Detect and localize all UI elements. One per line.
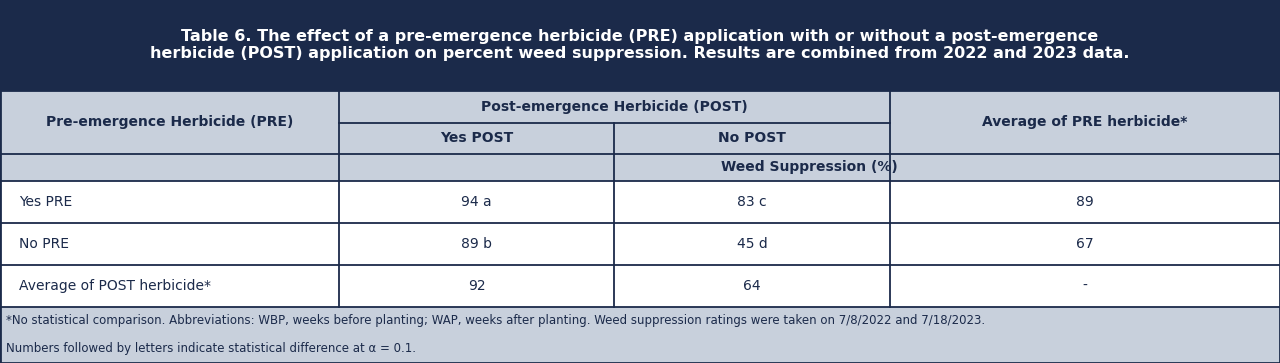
Bar xyxy=(339,90,890,123)
Text: 67: 67 xyxy=(1076,237,1093,251)
Bar xyxy=(0,181,1280,223)
Bar xyxy=(0,0,1280,90)
Text: 92: 92 xyxy=(468,279,485,293)
Text: 94 a: 94 a xyxy=(462,195,492,209)
Text: 89 b: 89 b xyxy=(461,237,493,251)
Bar xyxy=(0,265,1280,307)
Text: 45 d: 45 d xyxy=(736,237,768,251)
Text: Numbers followed by letters indicate statistical difference at α = 0.1.: Numbers followed by letters indicate sta… xyxy=(6,342,416,355)
Bar xyxy=(0,154,339,181)
Text: No PRE: No PRE xyxy=(19,237,69,251)
Bar xyxy=(0,90,339,154)
Text: 64: 64 xyxy=(744,279,760,293)
Text: *No statistical comparison. Abbreviations: WBP, weeks before planting; WAP, week: *No statistical comparison. Abbreviation… xyxy=(6,314,986,327)
Text: Pre-emergence Herbicide (PRE): Pre-emergence Herbicide (PRE) xyxy=(46,115,293,129)
Bar xyxy=(0,90,1280,181)
Text: -: - xyxy=(1083,279,1087,293)
Text: Average of PRE herbicide*: Average of PRE herbicide* xyxy=(982,115,1188,129)
Text: Yes PRE: Yes PRE xyxy=(19,195,73,209)
Bar xyxy=(0,307,1280,363)
Text: Post-emergence Herbicide (POST): Post-emergence Herbicide (POST) xyxy=(481,99,748,114)
Text: Yes POST: Yes POST xyxy=(440,131,513,145)
Text: 83 c: 83 c xyxy=(737,195,767,209)
Text: No POST: No POST xyxy=(718,131,786,145)
Text: 89: 89 xyxy=(1076,195,1093,209)
Text: Weed Suppression (%): Weed Suppression (%) xyxy=(721,160,899,174)
Bar xyxy=(890,90,1280,154)
Bar xyxy=(339,154,1280,181)
Bar xyxy=(0,223,1280,265)
Text: Table 6. The effect of a pre-emergence herbicide (PRE) application with or witho: Table 6. The effect of a pre-emergence h… xyxy=(150,29,1130,61)
Text: Average of POST herbicide*: Average of POST herbicide* xyxy=(19,279,211,293)
